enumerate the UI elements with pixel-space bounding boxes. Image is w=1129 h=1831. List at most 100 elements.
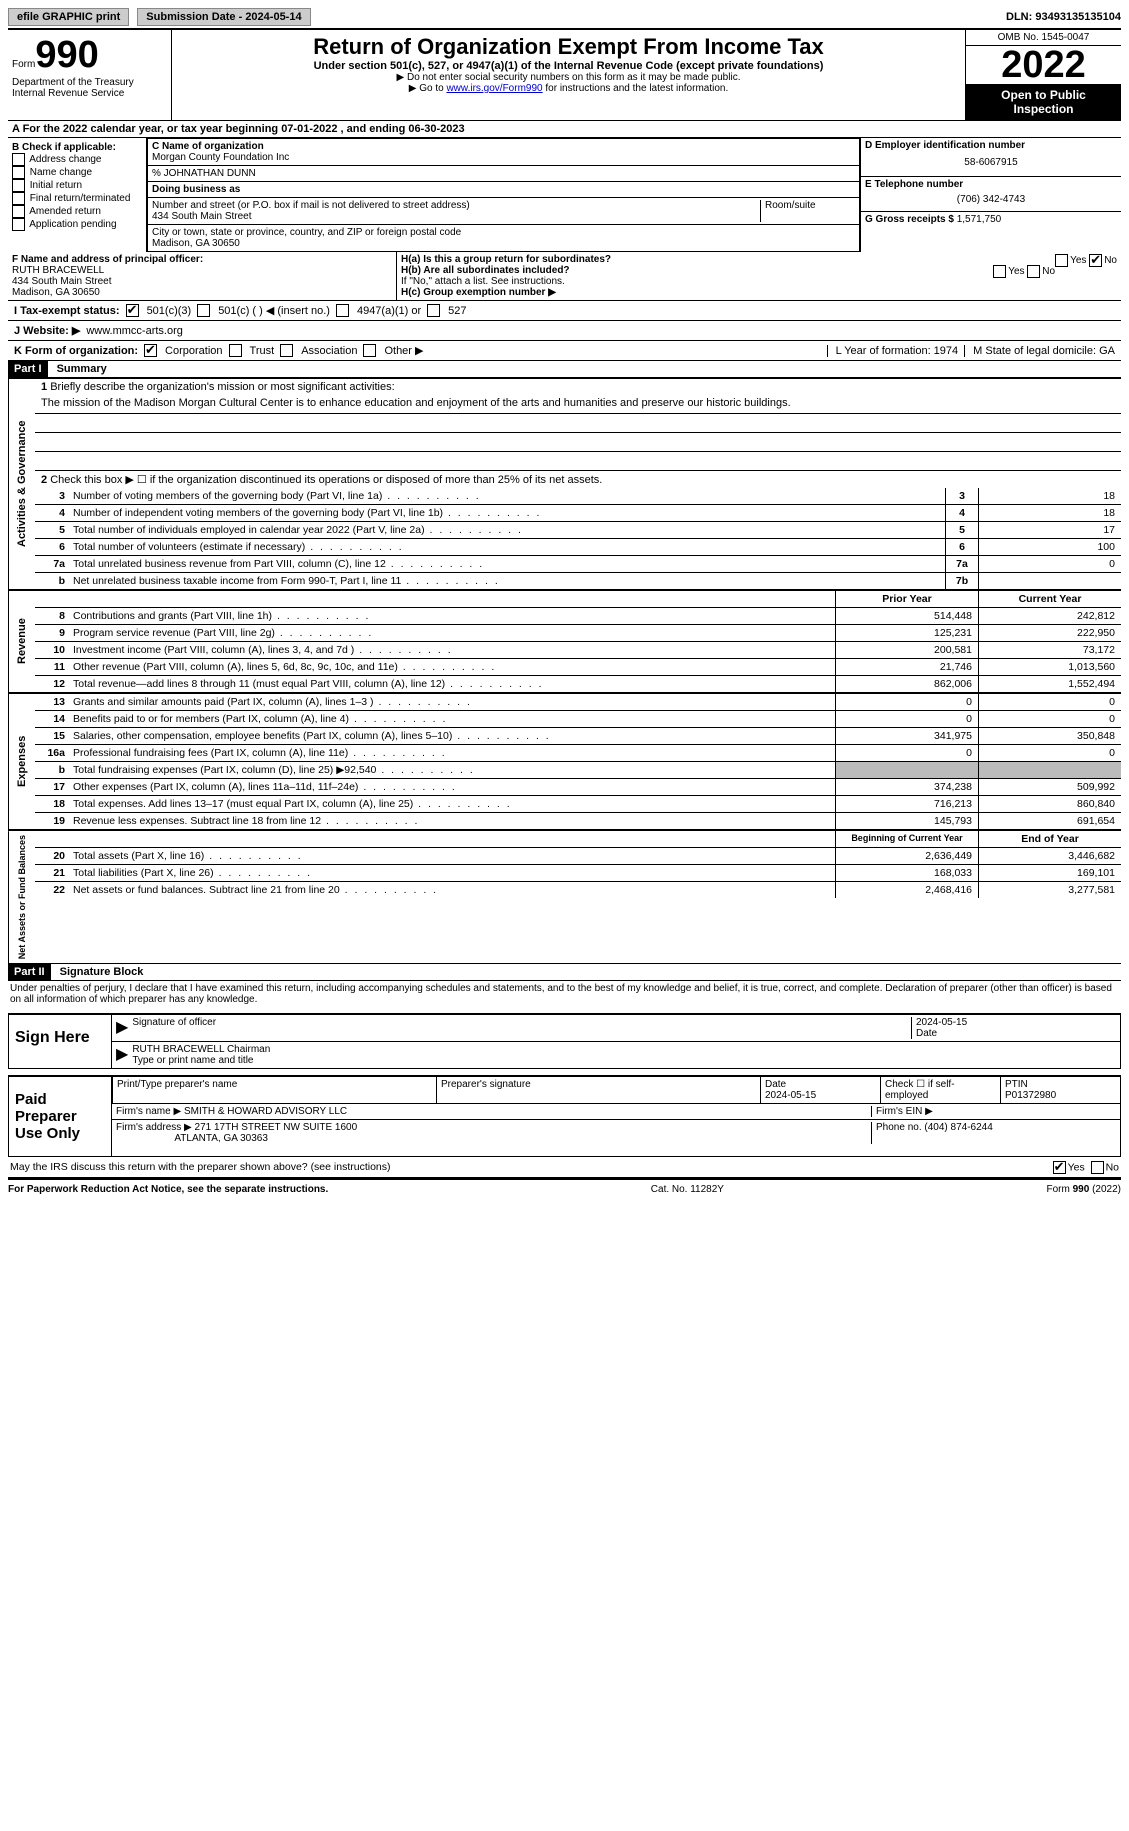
opt-assoc: Association xyxy=(301,345,357,357)
f-addr1: 434 South Main Street xyxy=(12,276,112,287)
ha-no-checkbox[interactable] xyxy=(1089,254,1102,267)
revenue-label: Revenue xyxy=(8,591,35,692)
expenses-label: Expenses xyxy=(8,694,35,829)
other-checkbox[interactable] xyxy=(363,344,376,357)
part1-title: Summary xyxy=(51,361,113,377)
efile-print-button[interactable]: efile GRAPHIC print xyxy=(8,8,129,26)
activities-label: Activities & Governance xyxy=(8,379,35,589)
opt-4947: 4947(a)(1) or xyxy=(357,305,421,317)
sig-officer-label: Signature of officer xyxy=(132,1017,911,1039)
pp-name-label: Print/Type preparer's name xyxy=(112,1077,436,1104)
f-label: F Name and address of principal officer: xyxy=(12,254,203,265)
row-k: K Form of organization: Corporation Trus… xyxy=(8,341,1121,361)
main-info-block: B Check if applicable: Address change Na… xyxy=(8,138,1121,252)
row-i: I Tax-exempt status: 501(c)(3) 501(c) ( … xyxy=(8,301,1121,321)
form-title: Return of Organization Exempt From Incom… xyxy=(176,34,961,60)
discuss-yes-checkbox[interactable] xyxy=(1053,1161,1066,1174)
check-name-change[interactable] xyxy=(12,166,25,179)
firm-phone: (404) 874-6244 xyxy=(924,1122,992,1133)
website: www.mmcc-arts.org xyxy=(86,325,183,337)
check-final-return-terminated[interactable] xyxy=(12,192,25,205)
check-address-change[interactable] xyxy=(12,153,25,166)
dba-label: Doing business as xyxy=(148,182,859,198)
org-name-label: C Name of organization xyxy=(152,141,855,152)
trust-checkbox[interactable] xyxy=(229,344,242,357)
type-name-label: Type or print name and title xyxy=(132,1055,270,1066)
hb-no-checkbox[interactable] xyxy=(1027,265,1040,278)
paid-preparer-block: Paid Preparer Use Only Print/Type prepar… xyxy=(8,1075,1121,1157)
paid-preparer-label: Paid Preparer Use Only xyxy=(9,1077,112,1156)
q2-label: Check this box ▶ ☐ if the organization d… xyxy=(50,474,602,486)
check-amended-return[interactable] xyxy=(12,205,25,218)
firm-addr-label: Firm's address ▶ xyxy=(116,1122,192,1133)
4947-checkbox[interactable] xyxy=(336,304,349,317)
sign-here-block: Sign Here Signature of officer 2024-05-1… xyxy=(8,1013,1121,1069)
date-label: Date xyxy=(916,1028,1116,1039)
row-a-tax-year: A For the 2022 calendar year, or tax yea… xyxy=(8,121,1121,138)
527-checkbox[interactable] xyxy=(427,304,440,317)
jurat-text: Under penalties of perjury, I declare th… xyxy=(8,981,1121,1007)
net-assets-label: Net Assets or Fund Balances xyxy=(8,831,35,963)
pp-date-label: Date xyxy=(765,1079,786,1090)
501c-checkbox[interactable] xyxy=(197,304,210,317)
city-label: City or town, state or province, country… xyxy=(152,227,855,238)
hc-label: H(c) Group exemption number ▶ xyxy=(401,287,556,298)
hb-yes-checkbox[interactable] xyxy=(993,265,1006,278)
org-name: Morgan County Foundation Inc xyxy=(152,152,855,163)
top-bar: efile GRAPHIC print Submission Date - 20… xyxy=(8,8,1121,30)
no-label: No xyxy=(1104,255,1117,266)
row-j: J Website: ▶ www.mmcc-arts.org xyxy=(8,321,1121,341)
firm-name: SMITH & HOWARD ADVISORY LLC xyxy=(184,1106,347,1117)
opt-527: 527 xyxy=(448,305,466,317)
dln-label: DLN: 93493135135104 xyxy=(1006,11,1121,23)
prior-year-header: Prior Year xyxy=(835,591,978,607)
yes-label: Yes xyxy=(1070,255,1086,266)
irs-link[interactable]: www.irs.gov/Form990 xyxy=(446,83,542,94)
sign-here-label: Sign Here xyxy=(9,1015,112,1068)
note-pre: ▶ Go to xyxy=(409,83,447,94)
tel: (706) 342-4743 xyxy=(865,190,1117,209)
ein-label: D Employer identification number xyxy=(865,140,1117,151)
section-f-h: F Name and address of principal officer:… xyxy=(8,252,1121,301)
hb-label: H(b) Are all subordinates included? xyxy=(401,265,570,276)
part1-header-row: Part I Summary xyxy=(8,361,1121,378)
k-label: K Form of organization: xyxy=(14,345,138,357)
no-label-2: No xyxy=(1042,266,1055,277)
check-initial-return[interactable] xyxy=(12,179,25,192)
tax-year: 2022 xyxy=(966,46,1121,84)
page-footer: For Paperwork Reduction Act Notice, see … xyxy=(8,1179,1121,1195)
revenue-section: Revenue Prior Year Current Year 8Contrib… xyxy=(8,590,1121,693)
pp-sig-label: Preparer's signature xyxy=(436,1077,760,1104)
blank-line-3 xyxy=(35,452,1121,471)
open-to-public: Open to Public Inspection xyxy=(966,84,1121,120)
room-label: Room/suite xyxy=(760,200,855,222)
pp-self-employed: Check ☐ if self-employed xyxy=(880,1077,1000,1104)
footer-right: Form 990 (2022) xyxy=(1047,1184,1121,1195)
mission-text: The mission of the Madison Morgan Cultur… xyxy=(35,395,1121,414)
opt-other: Other ▶ xyxy=(384,344,423,357)
discuss-no-checkbox[interactable] xyxy=(1091,1161,1104,1174)
ha-yes-checkbox[interactable] xyxy=(1055,254,1068,267)
firm-addr: 271 17TH STREET NW SUITE 1600 xyxy=(195,1122,358,1133)
part2-badge: Part II xyxy=(8,964,51,980)
discuss-label: May the IRS discuss this return with the… xyxy=(10,1161,391,1173)
begin-year-header: Beginning of Current Year xyxy=(835,831,978,847)
street: 434 South Main Street xyxy=(152,211,760,222)
check-application-pending[interactable] xyxy=(12,218,25,231)
501c3-checkbox[interactable] xyxy=(126,304,139,317)
corp-checkbox[interactable] xyxy=(144,344,157,357)
current-year-header: Current Year xyxy=(978,591,1121,607)
opt-501c: 501(c) ( ) ◀ (insert no.) xyxy=(218,304,330,317)
assoc-checkbox[interactable] xyxy=(280,344,293,357)
form-word: Form xyxy=(12,59,35,70)
street-label: Number and street (or P.O. box if mail i… xyxy=(152,200,760,211)
net-assets-section: Net Assets or Fund Balances Beginning of… xyxy=(8,830,1121,964)
opt-trust: Trust xyxy=(250,345,275,357)
submission-date-button[interactable]: Submission Date - 2024-05-14 xyxy=(137,8,310,26)
opt-corp: Corporation xyxy=(165,345,222,357)
dept-label: Department of the Treasury xyxy=(12,77,167,88)
city: Madison, GA 30650 xyxy=(152,238,855,249)
officer-name: RUTH BRACEWELL Chairman xyxy=(132,1044,270,1055)
form-subtitle: Under section 501(c), 527, or 4947(a)(1)… xyxy=(176,60,961,72)
tel-label: E Telephone number xyxy=(865,179,1117,190)
